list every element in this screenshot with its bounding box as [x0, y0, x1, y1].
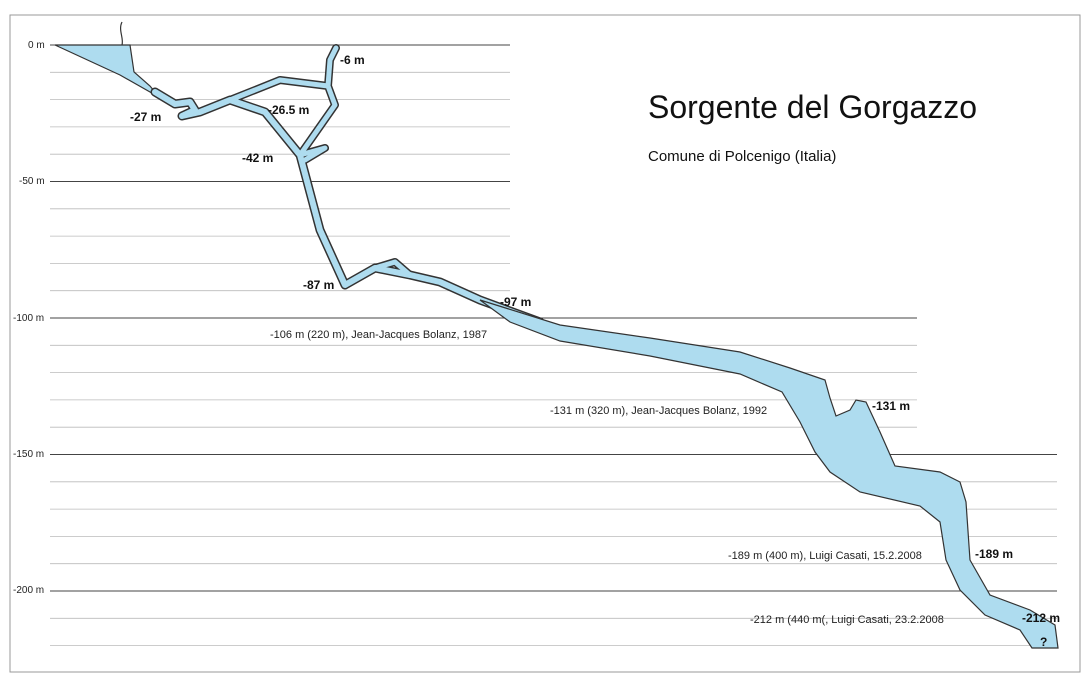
depth-grid	[50, 44, 1057, 646]
depth-label: -42 m	[242, 151, 273, 165]
cave-profile	[54, 21, 1059, 649]
depth-label: -6 m	[340, 53, 365, 67]
passage	[152, 89, 543, 325]
depth-label: -131 m	[872, 399, 910, 413]
main-chamber	[479, 299, 1059, 649]
depth-axis-label: -150 m	[13, 449, 44, 460]
exploration-note: -106 m (220 m), Jean-Jacques Bolanz, 198…	[270, 329, 487, 341]
depth-axis-label: 0 m	[28, 40, 45, 51]
title: Sorgente del Gorgazzo	[648, 89, 977, 125]
depth-label: -212 m	[1022, 611, 1060, 625]
depth-label: -97 m	[500, 295, 531, 309]
frame	[9, 14, 1081, 673]
depth-label: -26.5 m	[268, 103, 309, 117]
exploration-note: -212 m (440 m(, Luigi Casati, 23.2.2008	[750, 614, 944, 626]
depth-label: ?	[1040, 635, 1047, 649]
depth-label: -27 m	[130, 110, 161, 124]
subtitle: Comune di Polcenigo (Italia)	[648, 148, 836, 165]
passage	[227, 45, 413, 278]
exploration-note: -189 m (400 m), Luigi Casati, 15.2.2008	[728, 550, 922, 562]
depth-label: -189 m	[975, 547, 1013, 561]
exploration-note: -131 m (320 m), Jean-Jacques Bolanz, 199…	[550, 405, 767, 417]
entrance-wall	[119, 21, 124, 46]
depth-axis-label: -200 m	[13, 585, 44, 596]
depth-label: -87 m	[303, 278, 334, 292]
depth-axis-label: -100 m	[13, 313, 44, 324]
depth-axis-label: -50 m	[19, 176, 45, 187]
